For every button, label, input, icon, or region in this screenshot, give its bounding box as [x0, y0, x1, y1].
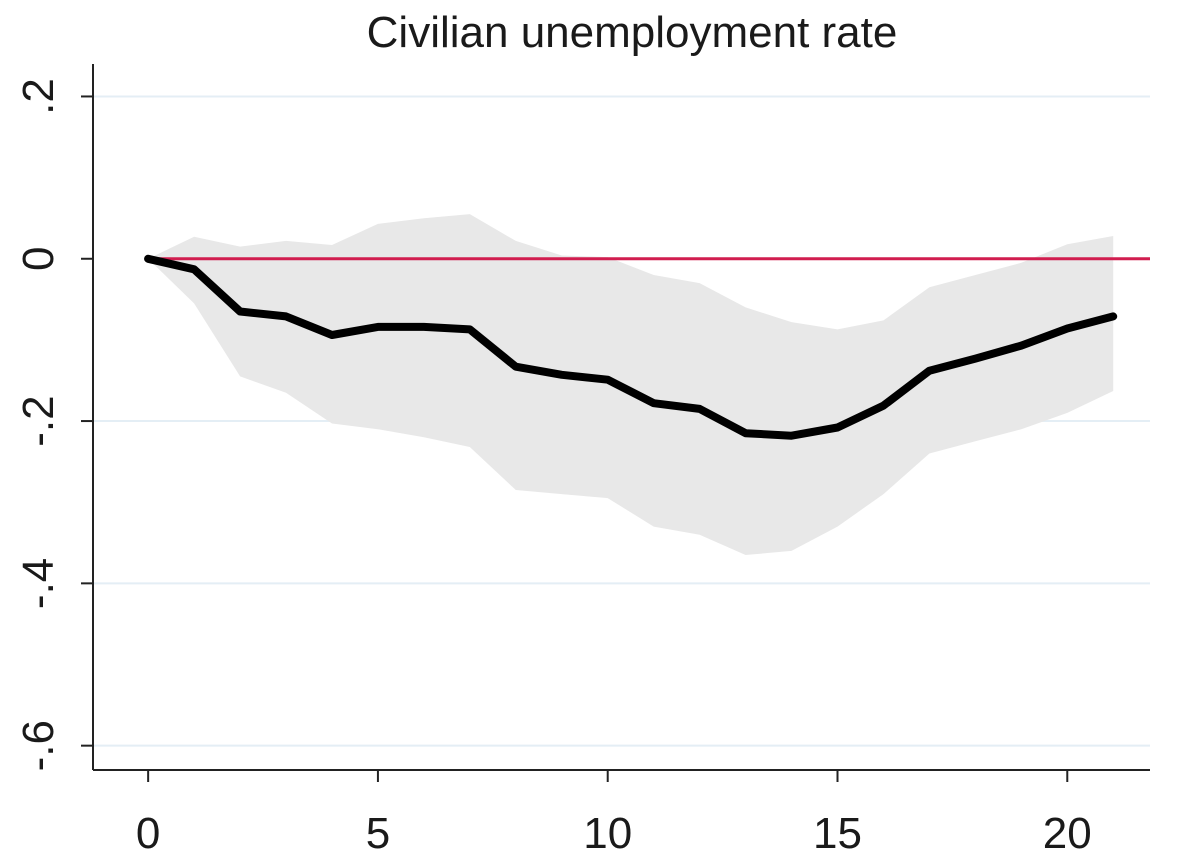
axes: [92, 64, 1150, 771]
y-axis-ticks: .2 0 -.2 -.4 -.6: [14, 78, 93, 771]
x-tick-label-1: 5: [366, 809, 390, 858]
response-line-layer: [144, 254, 1118, 440]
y-tick-label-0: .2: [14, 78, 63, 115]
confidence-band: [148, 214, 1114, 555]
x-tick-label-4: 20: [1043, 809, 1092, 858]
x-tick-label-3: 15: [813, 809, 862, 858]
x-axis-ticks: 0 5 10 15 20: [136, 770, 1092, 858]
y-tick-label-4: -.6: [14, 720, 63, 771]
y-tick-label-3: -.4: [14, 558, 63, 609]
response-line: [144, 254, 1118, 440]
confidence-band-layer: [148, 214, 1114, 555]
y-tick-label-2: -.2: [14, 395, 63, 446]
x-tick-label-2: 10: [583, 809, 632, 858]
y-tick-label-1: 0: [14, 247, 63, 271]
chart-title: Civilian unemployment rate: [367, 8, 898, 57]
x-tick-label-0: 0: [136, 809, 160, 858]
